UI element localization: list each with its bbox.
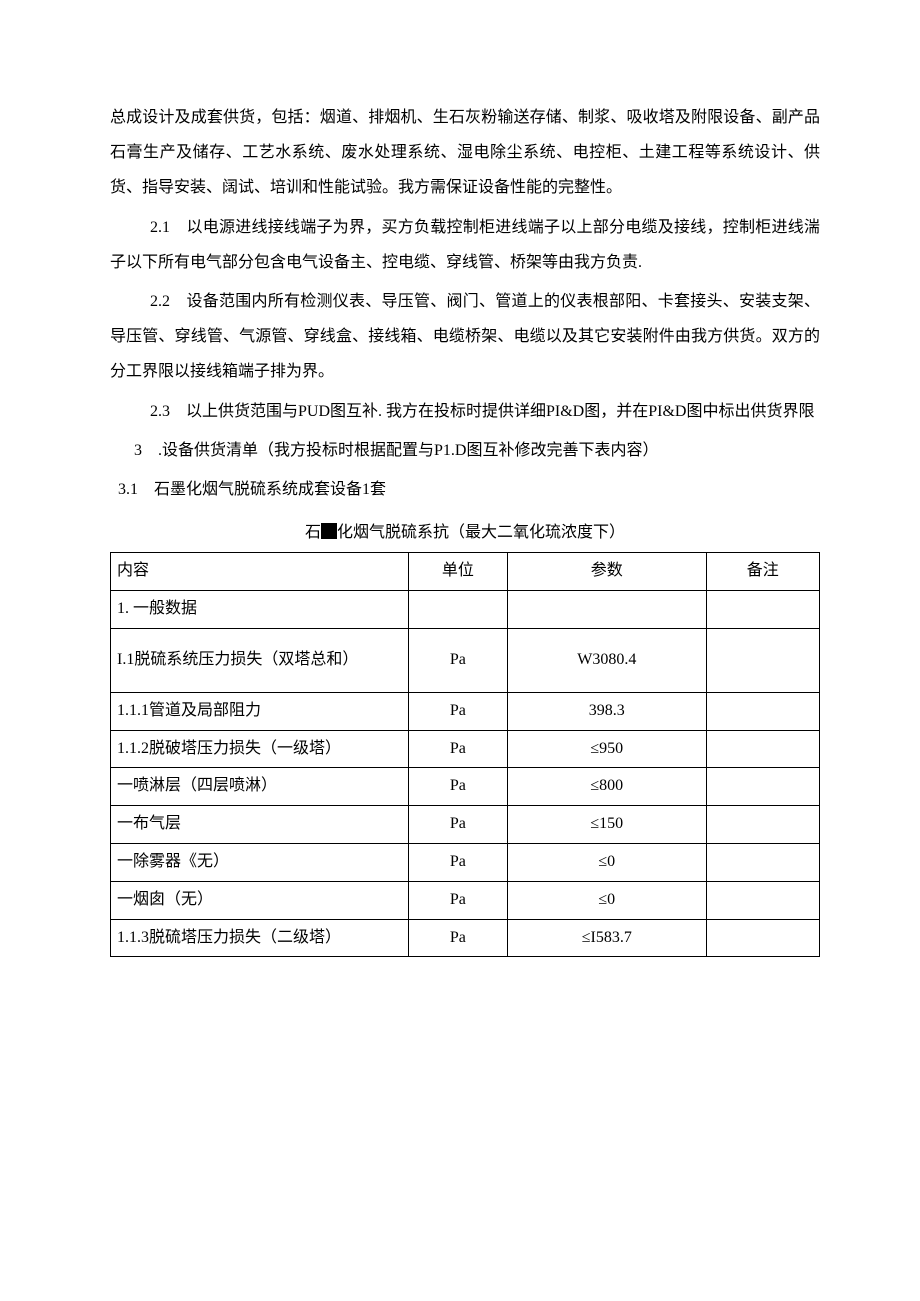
- table-row: 1.1.2脱破塔压力损失（一级塔）Pa≤950: [111, 730, 820, 768]
- table-cell: Pa: [408, 628, 507, 692]
- table-row: I.1脱硫系统压力损失（双塔总和）PaW3080.4: [111, 628, 820, 692]
- table-body: 1. 一般数据I.1脱硫系统压力损失（双塔总和）PaW3080.41.1.1管道…: [111, 591, 820, 957]
- th-note: 备注: [706, 553, 819, 591]
- table-cell: ≤0: [508, 844, 707, 882]
- table-header-row: 内容 单位 参数 备注: [111, 553, 820, 591]
- table-cell: 一烟囱（无）: [111, 881, 409, 919]
- table-cell: ≤I583.7: [508, 919, 707, 957]
- table-cell: Pa: [408, 919, 507, 957]
- table-cell: [706, 881, 819, 919]
- paragraph-3-1: 3.1 石墨化烟气脱硫系统成套设备1套: [110, 472, 820, 507]
- table-cell: 1. 一般数据: [111, 591, 409, 629]
- table-cell: Pa: [408, 844, 507, 882]
- table-cell: Pa: [408, 881, 507, 919]
- table-cell: 1.1.1管道及局部阻力: [111, 692, 409, 730]
- table-cell: Pa: [408, 730, 507, 768]
- table-cell: 一喷淋层（四层喷淋）: [111, 768, 409, 806]
- paragraph-3: 3 .设备供货清单（我方投标时根据配置与P1.D图互补修改完善下表内容）: [110, 433, 820, 468]
- paragraph-2-2: 2.2 设备范围内所有检测仪表、导压管、阀门、管道上的仪表根部阳、卡套接头、安装…: [110, 284, 820, 390]
- table-cell: ≤0: [508, 881, 707, 919]
- table-cell: [706, 692, 819, 730]
- table-cell: [706, 730, 819, 768]
- data-table: 内容 单位 参数 备注 1. 一般数据I.1脱硫系统压力损失（双塔总和）PaW3…: [110, 552, 820, 957]
- table-cell: Pa: [408, 692, 507, 730]
- caption-pre: 石: [305, 524, 321, 541]
- black-square-icon: [321, 523, 337, 539]
- table-row: 一喷淋层（四层喷淋）Pa≤800: [111, 768, 820, 806]
- table-cell: [706, 806, 819, 844]
- table-cell: I.1脱硫系统压力损失（双塔总和）: [111, 628, 409, 692]
- table-row: 一除雾器《无）Pa≤0: [111, 844, 820, 882]
- table-caption: 石化烟气脱硫系抗（最大二氧化琉浓度下）: [110, 515, 820, 550]
- table-cell: [706, 844, 819, 882]
- table-cell: ≤950: [508, 730, 707, 768]
- table-row: 1.1.3脱硫塔压力损失（二级塔）Pa≤I583.7: [111, 919, 820, 957]
- table-cell: 1.1.3脱硫塔压力损失（二级塔）: [111, 919, 409, 957]
- table-row: 一布气层Pa≤150: [111, 806, 820, 844]
- table-cell: [508, 591, 707, 629]
- table-cell: 398.3: [508, 692, 707, 730]
- table-cell: 一布气层: [111, 806, 409, 844]
- paragraph-1: 总成设计及成套供货，包括：烟道、排烟机、生石灰粉输送存储、制浆、吸收塔及附限设备…: [110, 100, 820, 206]
- th-content: 内容: [111, 553, 409, 591]
- table-cell: [706, 919, 819, 957]
- table-row: 一烟囱（无）Pa≤0: [111, 881, 820, 919]
- table-cell: [706, 591, 819, 629]
- table-cell: W3080.4: [508, 628, 707, 692]
- table-row: 1. 一般数据: [111, 591, 820, 629]
- th-param: 参数: [508, 553, 707, 591]
- table-cell: 一除雾器《无）: [111, 844, 409, 882]
- table-row: 1.1.1管道及局部阻力Pa398.3: [111, 692, 820, 730]
- table-cell: ≤800: [508, 768, 707, 806]
- table-cell: 1.1.2脱破塔压力损失（一级塔）: [111, 730, 409, 768]
- paragraph-2-3: 2.3 以上供货范围与PUD图互补. 我方在投标时提供详细PI&D图，并在PI&…: [110, 394, 820, 429]
- table-cell: [706, 628, 819, 692]
- paragraph-2-1: 2.1 以电源进线接线端子为界，买方负载控制柜进线端子以上部分电缆及接线，控制柜…: [110, 210, 820, 280]
- table-cell: ≤150: [508, 806, 707, 844]
- table-cell: Pa: [408, 806, 507, 844]
- th-unit: 单位: [408, 553, 507, 591]
- caption-post: 化烟气脱硫系抗（最大二氧化琉浓度下）: [337, 524, 625, 541]
- table-cell: [706, 768, 819, 806]
- table-cell: Pa: [408, 768, 507, 806]
- table-cell: [408, 591, 507, 629]
